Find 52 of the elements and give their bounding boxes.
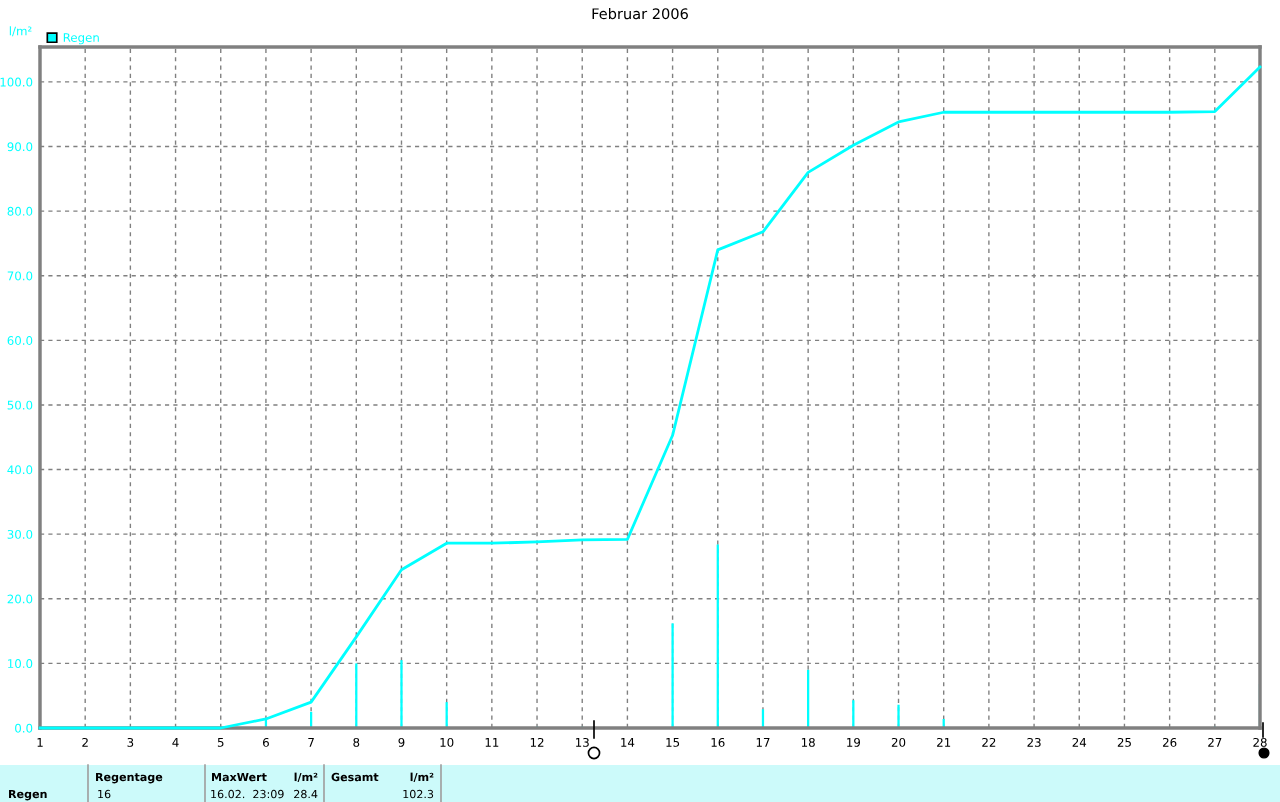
x-tick-label: 4 <box>172 738 179 747</box>
x-tick-label: 13 <box>576 737 589 747</box>
x-tick-label: 14 <box>621 738 635 747</box>
x-tick-label: 27 <box>1208 737 1222 747</box>
x-tick-label: 2 <box>82 737 88 747</box>
x-tick-label: 21 <box>937 737 951 747</box>
text: 102.3 <box>403 789 434 799</box>
text: 16 <box>98 789 111 799</box>
y-tick-label: 90.0 <box>7 142 33 152</box>
x-tick-label: 24 <box>1072 737 1087 747</box>
x-tick-label: 19 <box>847 737 861 747</box>
chart-title: Februar 2006 <box>592 7 688 20</box>
text: l/m² <box>410 772 434 783</box>
x-tick-label: 6 <box>262 737 269 747</box>
text: Gesamt <box>331 772 379 782</box>
x-tick-label: 20 <box>891 737 906 747</box>
y-tick-label: 100.0 <box>0 77 33 87</box>
text: Regen <box>9 789 47 801</box>
y-tick-label: 0.0 <box>15 723 33 733</box>
x-tick-label: 17 <box>756 738 770 747</box>
text: MaxWert <box>212 772 267 782</box>
y-tick-label: 20.0 <box>7 594 33 604</box>
x-tick-label: 12 <box>530 737 544 747</box>
y-tick-label: 40.0 <box>7 465 33 475</box>
text: Regentage <box>96 772 163 784</box>
x-tick-label: 26 <box>1162 737 1177 747</box>
y-tick-label: 70.0 <box>7 271 33 281</box>
x-tick-label: 10 <box>440 737 454 747</box>
y-tick-label: 60.0 <box>7 336 33 345</box>
text: 28.4 <box>294 789 318 799</box>
y-tick-label: 10.0 <box>8 659 33 669</box>
text: 16.02. 23:09 <box>211 789 284 799</box>
x-tick-label: 3 <box>127 737 134 747</box>
x-tick-label: 15 <box>666 738 680 747</box>
x-tick-label: 18 <box>801 737 815 747</box>
x-tick-label: 1 <box>37 738 43 747</box>
x-tick-label: 5 <box>217 738 224 747</box>
x-tick-label: 9 <box>398 737 405 747</box>
x-tick-label: 28 <box>1253 737 1267 747</box>
legend-label: Regen <box>63 33 99 45</box>
x-tick-label: 8 <box>353 737 360 747</box>
y-tick-label: 30.0 <box>7 529 33 539</box>
y-tick-label: 80.0 <box>7 206 33 216</box>
x-tick-label: 23 <box>1027 737 1041 747</box>
x-tick-label: 7 <box>308 738 314 747</box>
x-tick-label: 16 <box>711 737 725 747</box>
y-tick-label: 50.0 <box>7 400 33 410</box>
x-tick-label: 25 <box>1117 737 1131 747</box>
x-tick-label: 11 <box>485 738 499 747</box>
x-tick-label: 22 <box>982 737 996 747</box>
text: l/m² <box>294 772 318 783</box>
y-axis-title: l/m² <box>9 26 32 37</box>
